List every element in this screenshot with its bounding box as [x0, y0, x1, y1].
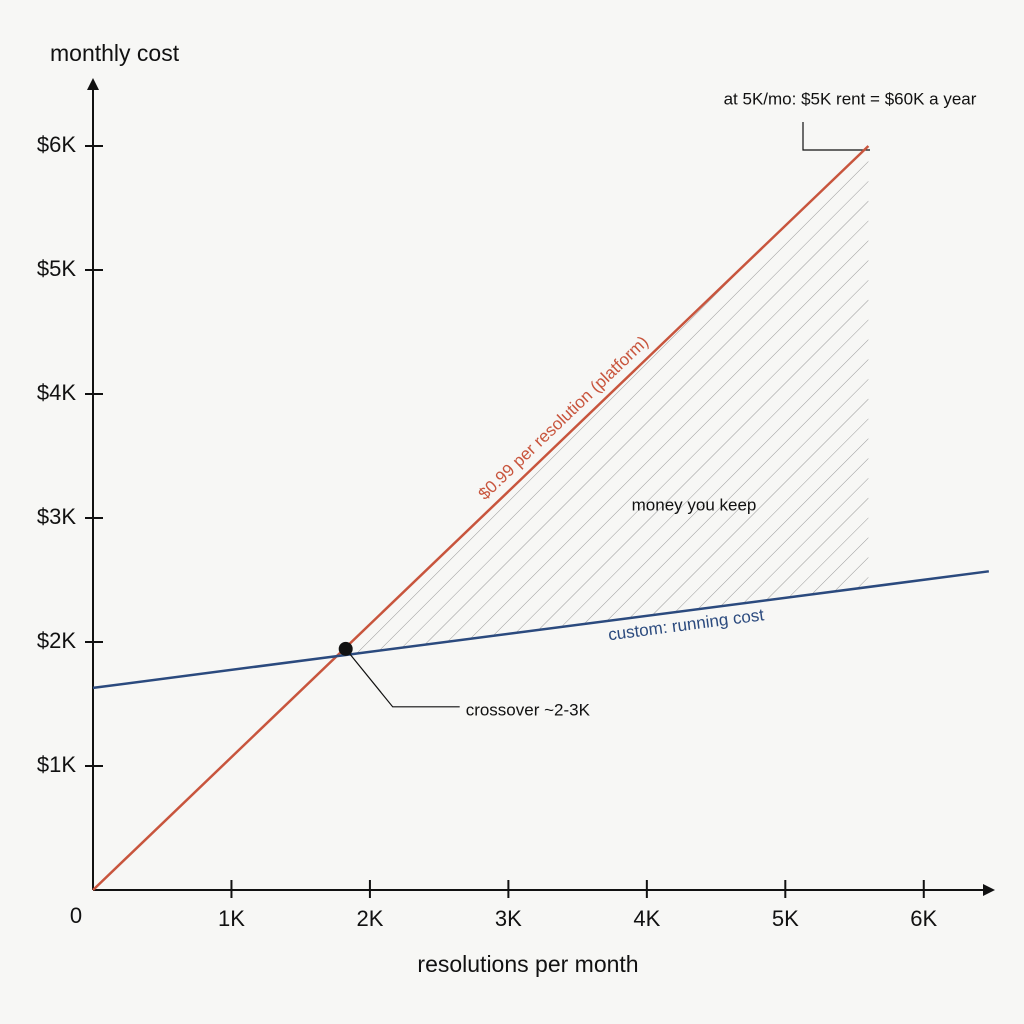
- y-tick-label: $5K: [37, 256, 76, 281]
- x-axis-title: resolutions per month: [417, 951, 638, 977]
- region-label: money you keep: [632, 495, 757, 514]
- x-tick-label: 4K: [633, 906, 660, 931]
- origin-label: 0: [70, 903, 82, 928]
- shaded-region: [345, 146, 869, 656]
- y-tick-label: $4K: [37, 380, 76, 405]
- x-tick-label: 5K: [772, 906, 799, 931]
- crossover-leader: [345, 648, 460, 708]
- series-line: [92, 570, 990, 690]
- crossover-point: [338, 641, 353, 656]
- plot-layer: monthly cost resolutions per month 0 at …: [37, 40, 995, 977]
- y-tick-label: $3K: [37, 504, 76, 529]
- x-tick-label: 1K: [218, 906, 245, 931]
- annotation-leader: [802, 122, 870, 151]
- crossover-label: crossover ~2-3K: [466, 700, 591, 719]
- y-tick-label: $2K: [37, 628, 76, 653]
- annotation: at 5K/mo: $5K rent = $60K a year: [724, 89, 977, 108]
- x-tick-label: 2K: [356, 906, 383, 931]
- x-tick-label: 3K: [495, 906, 522, 931]
- x-tick-label: 6K: [910, 906, 937, 931]
- series-line: [92, 145, 870, 891]
- y-axis-title: monthly cost: [50, 40, 180, 66]
- y-tick-label: $1K: [37, 752, 76, 777]
- y-tick-label: $6K: [37, 132, 76, 157]
